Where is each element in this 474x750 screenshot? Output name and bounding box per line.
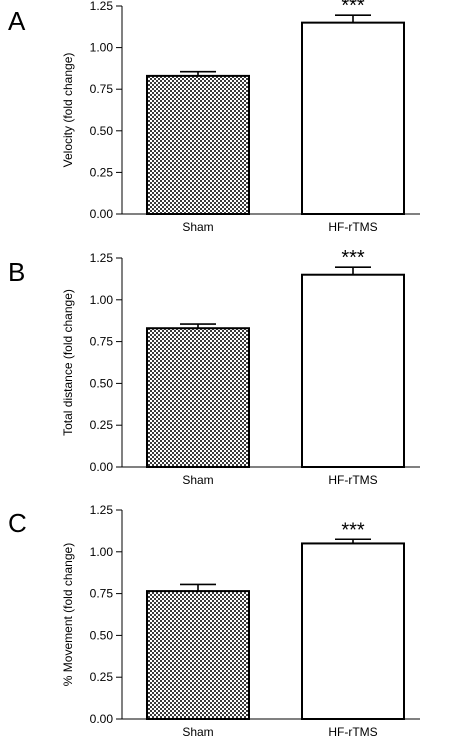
y-tick-label: 1.25 xyxy=(90,251,114,265)
x-tick-label: HF-rTMS xyxy=(328,220,377,234)
y-tick-label: 0.25 xyxy=(90,670,114,684)
y-axis-label: % Movement (fold change) xyxy=(61,543,75,686)
chart-panel-c: C 0.00 0.25 0.50 0.75 1.00 1.25 % Movement (fol… xyxy=(8,503,420,739)
chart-panel-b: B 0.00 0.25 0.50 0.75 1.00 1.25 Total distance … xyxy=(8,247,420,487)
y-tick-label: 1.25 xyxy=(90,503,114,517)
bar-hf-rtms xyxy=(301,542,405,720)
x-tick-label: HF-rTMS xyxy=(328,725,377,739)
significance-label: *** xyxy=(341,247,365,269)
y-tick-label: 0.25 xyxy=(90,165,114,179)
y-tick-label: 1.00 xyxy=(90,293,114,307)
x-tick-label: Sham xyxy=(182,473,213,487)
y-tick-label: 0.00 xyxy=(90,712,114,726)
y-axis-label: Velocity (fold change) xyxy=(61,53,75,168)
bar-sham xyxy=(146,327,250,468)
y-tick-label: 0.00 xyxy=(90,460,114,474)
y-tick-label: 1.00 xyxy=(90,545,114,559)
x-tick-label: Sham xyxy=(182,725,213,739)
y-tick-label: 0.75 xyxy=(90,82,114,96)
y-tick-label: 0.75 xyxy=(90,587,114,601)
bar-hf-rtms xyxy=(301,21,405,215)
y-tick-label: 1.00 xyxy=(90,41,114,55)
y-tick-label: 1.25 xyxy=(90,0,114,13)
y-axis-label: Total distance (fold change) xyxy=(61,289,75,436)
y-tick-label: 0.50 xyxy=(90,124,114,138)
panel-label: C xyxy=(8,508,27,538)
y-tick-label: 0.50 xyxy=(90,376,114,390)
bar-sham xyxy=(146,590,250,720)
panel-label: A xyxy=(8,6,26,36)
y-tick-label: 0.00 xyxy=(90,207,114,221)
x-tick-label: Sham xyxy=(182,220,213,234)
panel-label: B xyxy=(8,257,25,287)
y-tick-label: 0.50 xyxy=(90,628,114,642)
chart-panel-a: A 0.00 0.25 0.50 0.75 1.00 1.25 Velocity (fold … xyxy=(8,0,420,234)
bar-sham xyxy=(146,74,250,215)
y-tick-label: 0.75 xyxy=(90,335,114,349)
significance-label: *** xyxy=(341,0,365,17)
bar-hf-rtms xyxy=(301,273,405,468)
y-tick-label: 0.25 xyxy=(90,418,114,432)
significance-label: *** xyxy=(341,519,365,541)
x-tick-label: HF-rTMS xyxy=(328,473,377,487)
